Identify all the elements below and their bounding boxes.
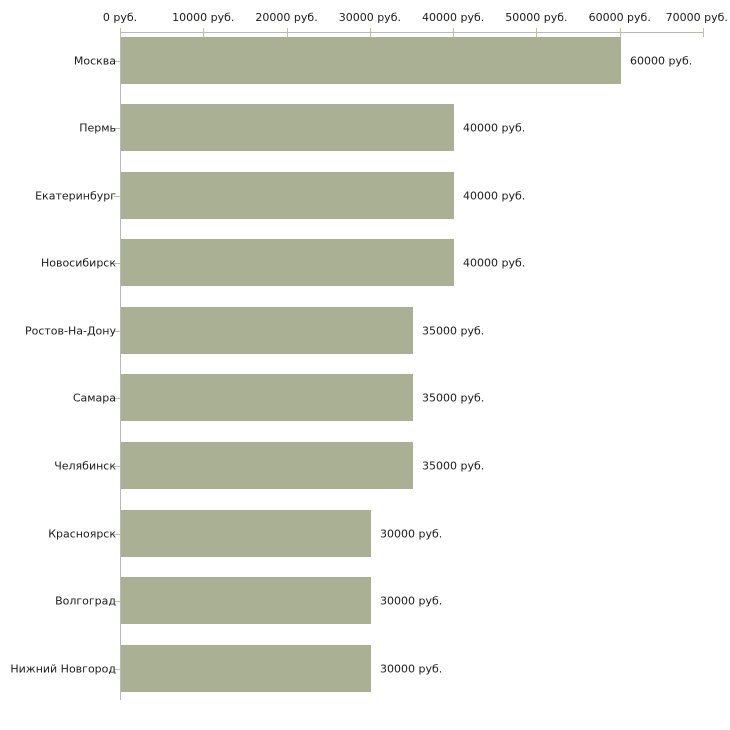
y-tick <box>114 331 120 332</box>
value-bar <box>121 374 413 421</box>
category-label: Нижний Новгород <box>10 662 116 676</box>
value-bar <box>121 577 371 624</box>
x-tick-label: 50000 руб. <box>505 11 568 24</box>
value-bar <box>121 645 371 692</box>
value-bar <box>121 510 371 557</box>
x-tick-label: 70000 руб. <box>665 11 728 24</box>
category-label: Пермь <box>79 121 116 135</box>
y-tick <box>114 601 120 602</box>
value-label: 40000 руб. <box>463 189 526 203</box>
y-tick <box>114 398 120 399</box>
x-tick <box>286 28 288 37</box>
value-label: 35000 руб. <box>422 391 485 405</box>
value-label: 30000 руб. <box>380 662 443 676</box>
x-tick-label: 20000 руб. <box>255 11 318 24</box>
category-label: Москва <box>73 54 116 68</box>
x-tick <box>619 28 621 37</box>
value-label: 30000 руб. <box>380 527 443 541</box>
category-label: Екатеринбург <box>35 189 116 203</box>
x-tick-label: 30000 руб. <box>338 11 401 24</box>
x-tick <box>120 28 121 37</box>
value-bar <box>121 239 454 286</box>
category-label: Красноярск <box>48 527 116 541</box>
category-label: Новосибирск <box>40 256 116 270</box>
x-tick-label: 40000 руб. <box>422 11 485 24</box>
x-axis-line <box>120 32 704 33</box>
y-tick <box>114 196 120 197</box>
value-bar <box>121 37 621 84</box>
value-label: 30000 руб. <box>380 594 443 608</box>
y-tick <box>114 263 120 264</box>
y-tick <box>114 669 120 670</box>
y-tick <box>114 128 120 129</box>
value-label: 35000 руб. <box>422 459 485 473</box>
category-label: Ростов-На-Дону <box>24 324 116 338</box>
x-tick <box>703 28 704 37</box>
category-label: Волгоград <box>55 594 116 608</box>
category-label: Челябинск <box>54 459 116 473</box>
value-label: 35000 руб. <box>422 324 485 338</box>
x-tick-label: 10000 руб. <box>172 11 235 24</box>
value-bar <box>121 307 413 354</box>
x-tick <box>536 28 538 37</box>
category-label: Самара <box>72 391 116 405</box>
x-tick-label: 60000 руб. <box>588 11 651 24</box>
value-label: 60000 руб. <box>630 54 693 68</box>
value-label: 40000 руб. <box>463 121 526 135</box>
y-axis-line <box>120 32 121 700</box>
x-tick-label: 0 руб. <box>102 11 138 24</box>
y-tick <box>114 534 120 535</box>
x-tick <box>369 28 371 37</box>
value-bar <box>121 172 454 219</box>
y-tick <box>114 61 120 62</box>
value-label: 40000 руб. <box>463 256 526 270</box>
x-tick <box>453 28 455 37</box>
value-bar <box>121 104 454 151</box>
y-tick <box>114 466 120 467</box>
x-tick <box>203 28 205 37</box>
value-bar <box>121 442 413 489</box>
